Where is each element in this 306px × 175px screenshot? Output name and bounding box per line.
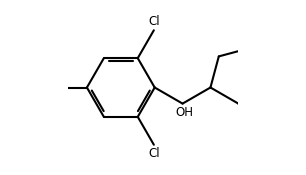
Text: Cl: Cl bbox=[148, 147, 160, 160]
Text: OH: OH bbox=[175, 106, 193, 119]
Text: Cl: Cl bbox=[148, 15, 160, 28]
